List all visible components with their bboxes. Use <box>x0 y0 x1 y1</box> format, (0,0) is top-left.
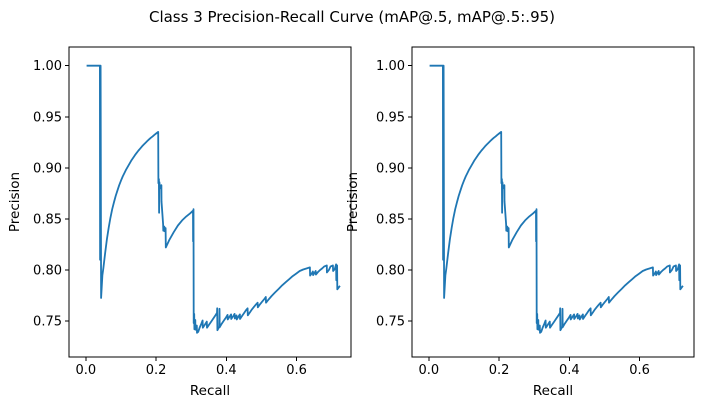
x-axis-label: Recall <box>533 383 573 399</box>
y-axis-label: Precision <box>7 172 23 232</box>
pr-curve-line <box>429 64 684 334</box>
y-tick-label: 0.85 <box>376 212 405 227</box>
y-tick-label: 0.90 <box>376 161 405 176</box>
pr-curve-left: 0.0 0.2 0.4 0.6 0.75 0.80 0.85 0.90 0.95 1.00 Reca… <box>7 46 352 399</box>
y-tick-label: 0.85 <box>33 212 62 227</box>
x-tick-label: 0.6 <box>286 363 307 378</box>
x-tick-label: 0.6 <box>629 363 650 378</box>
y-tick-label: 0.80 <box>33 263 62 278</box>
pr-curve-line <box>86 64 341 334</box>
x-tick-label: 0.2 <box>489 363 510 378</box>
x-tick-label: 0.0 <box>419 363 440 378</box>
axes-frame <box>68 46 352 358</box>
x-tick-label: 0.0 <box>76 363 97 378</box>
x-axis-label: Recall <box>190 383 230 399</box>
y-tick-label: 0.90 <box>33 161 62 176</box>
y-tick-label: 0.95 <box>33 110 62 125</box>
y-axis-label: Precision <box>345 172 361 232</box>
y-tick-label: 1.00 <box>33 59 62 74</box>
y-tick-label: 1.00 <box>376 59 405 74</box>
x-tick-label: 0.4 <box>559 363 580 378</box>
figure-title: Class 3 Precision-Recall Curve (mAP@.5, … <box>148 8 556 26</box>
x-tick-label: 0.4 <box>216 363 237 378</box>
pr-curve-right: 0.0 0.2 0.4 0.6 0.75 0.80 0.85 0.90 0.95 1.00 Reca… <box>345 46 695 399</box>
y-tick-label: 0.75 <box>376 315 405 330</box>
axes-frame <box>411 46 695 358</box>
y-tick-label: 0.95 <box>376 110 405 125</box>
x-tick-label: 0.2 <box>146 363 167 378</box>
y-tick-label: 0.80 <box>376 263 405 278</box>
y-tick-label: 0.75 <box>33 315 62 330</box>
